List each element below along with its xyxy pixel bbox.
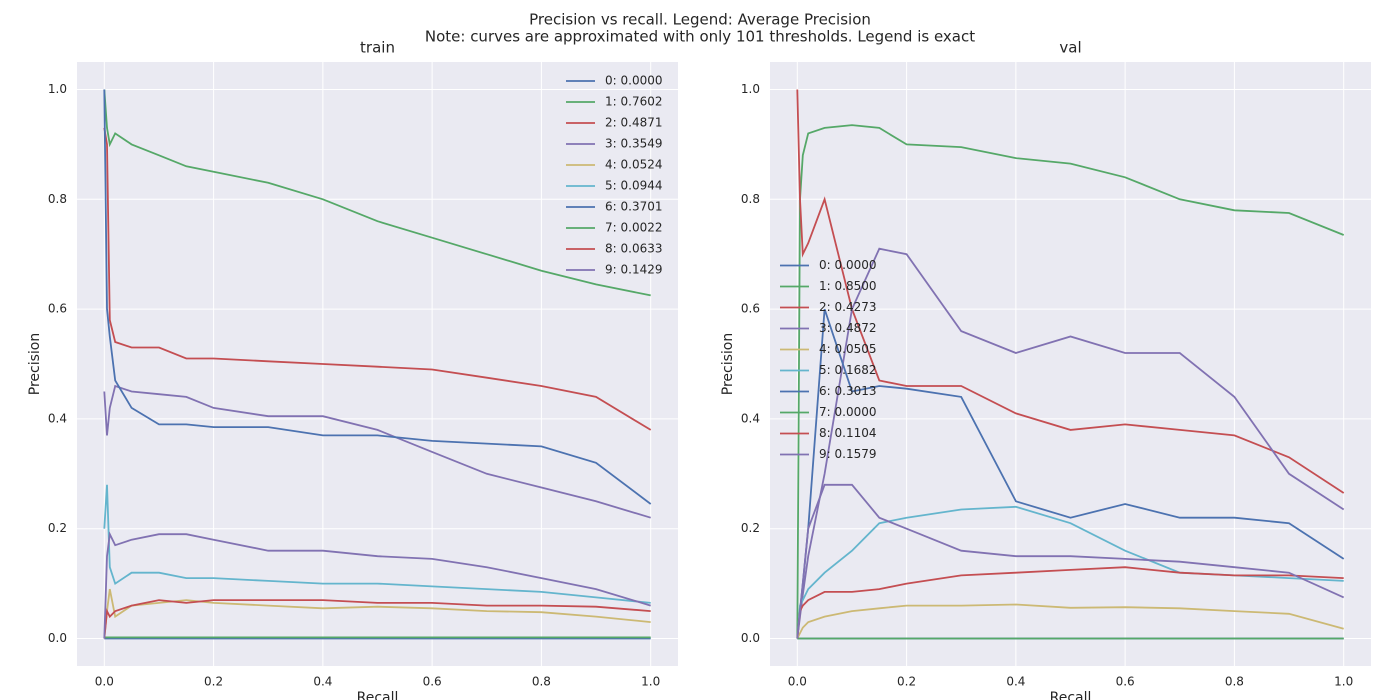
series-line [103, 89, 652, 505]
legend-label: 9: 0.1429 [605, 263, 662, 277]
legend-label: 9: 0.1579 [819, 447, 876, 461]
x-tick-label: 0.2 [204, 675, 223, 689]
y-tick-label: 0.0 [48, 631, 67, 645]
series-line [103, 531, 651, 639]
y-tick-label: 0.4 [741, 411, 760, 425]
x-tick-label: 0.8 [1225, 675, 1244, 689]
legend-label: 8: 0.1104 [819, 426, 876, 440]
series-line [796, 566, 1344, 639]
series-line [103, 89, 651, 297]
legend-label: 7: 0.0022 [605, 221, 662, 235]
series-line [103, 384, 651, 519]
series-line [103, 588, 651, 639]
figure-title: Precision vs recall. Legend: Average Pre… [529, 11, 871, 29]
legend-label: 2: 0.4273 [819, 300, 876, 314]
series-line [796, 247, 1345, 639]
legend-label: 3: 0.4872 [819, 321, 876, 335]
legend-label: 7: 0.0000 [819, 405, 876, 419]
legend-label: 6: 0.3013 [819, 384, 876, 398]
x-tick-label: 0.4 [1006, 675, 1025, 689]
plot-area [77, 62, 678, 666]
y-tick-label: 1.0 [741, 82, 760, 96]
y-tick-label: 0.4 [48, 411, 67, 425]
y-tick-label: 0.8 [48, 192, 67, 206]
y-tick-label: 0.2 [48, 521, 67, 535]
legend-label: 1: 0.7602 [605, 95, 662, 109]
series-line [796, 124, 1345, 639]
y-tick-label: 0.6 [48, 302, 67, 316]
figure-note: Note: curves are approximated with only … [425, 28, 975, 46]
y-tick-label: 0.8 [741, 192, 760, 206]
x-tick-label: 0.6 [423, 675, 442, 689]
series-line [796, 483, 1345, 639]
series-line [796, 89, 1345, 494]
y-tick-label: 1.0 [48, 82, 67, 96]
y-tick-label: 0.2 [741, 521, 760, 535]
x-tick-label: 0.8 [532, 675, 551, 689]
legend-label: 5: 0.0944 [605, 179, 662, 193]
legend-label: 5: 0.1682 [819, 363, 876, 377]
x-axis-label: Recall [1050, 690, 1092, 700]
legend-label: 0: 0.0000 [605, 74, 662, 88]
axes-title: val [1059, 39, 1081, 57]
legend-label: 4: 0.0524 [605, 158, 662, 172]
x-tick-label: 0.2 [897, 675, 916, 689]
legend-label: 4: 0.0505 [819, 342, 876, 356]
series-line [103, 484, 651, 604]
legend-label: 6: 0.3701 [605, 200, 662, 214]
legend-label: 8: 0.0633 [605, 242, 662, 256]
x-tick-label: 0.6 [1116, 675, 1135, 689]
series-line [103, 127, 652, 431]
y-tick-label: 0.6 [741, 302, 760, 316]
legend-label: 2: 0.4871 [605, 116, 662, 130]
plot-area [770, 62, 1371, 666]
legend-label: 3: 0.3549 [605, 137, 662, 151]
x-tick-label: 1.0 [641, 675, 660, 689]
series-line [103, 599, 651, 639]
x-tick-label: 0.4 [313, 675, 332, 689]
series-line [796, 603, 1344, 639]
x-tick-label: 0.0 [95, 675, 114, 689]
y-tick-label: 0.0 [741, 631, 760, 645]
x-tick-label: 0.0 [788, 675, 807, 689]
x-tick-label: 1.0 [1334, 675, 1353, 689]
legend-label: 1: 0.8500 [819, 279, 876, 293]
x-axis-label: Recall [357, 690, 399, 700]
axes-title: train [360, 39, 395, 57]
y-axis-label: Precision [720, 333, 736, 395]
y-axis-label: Precision [27, 333, 43, 395]
legend-label: 0: 0.0000 [819, 258, 876, 272]
